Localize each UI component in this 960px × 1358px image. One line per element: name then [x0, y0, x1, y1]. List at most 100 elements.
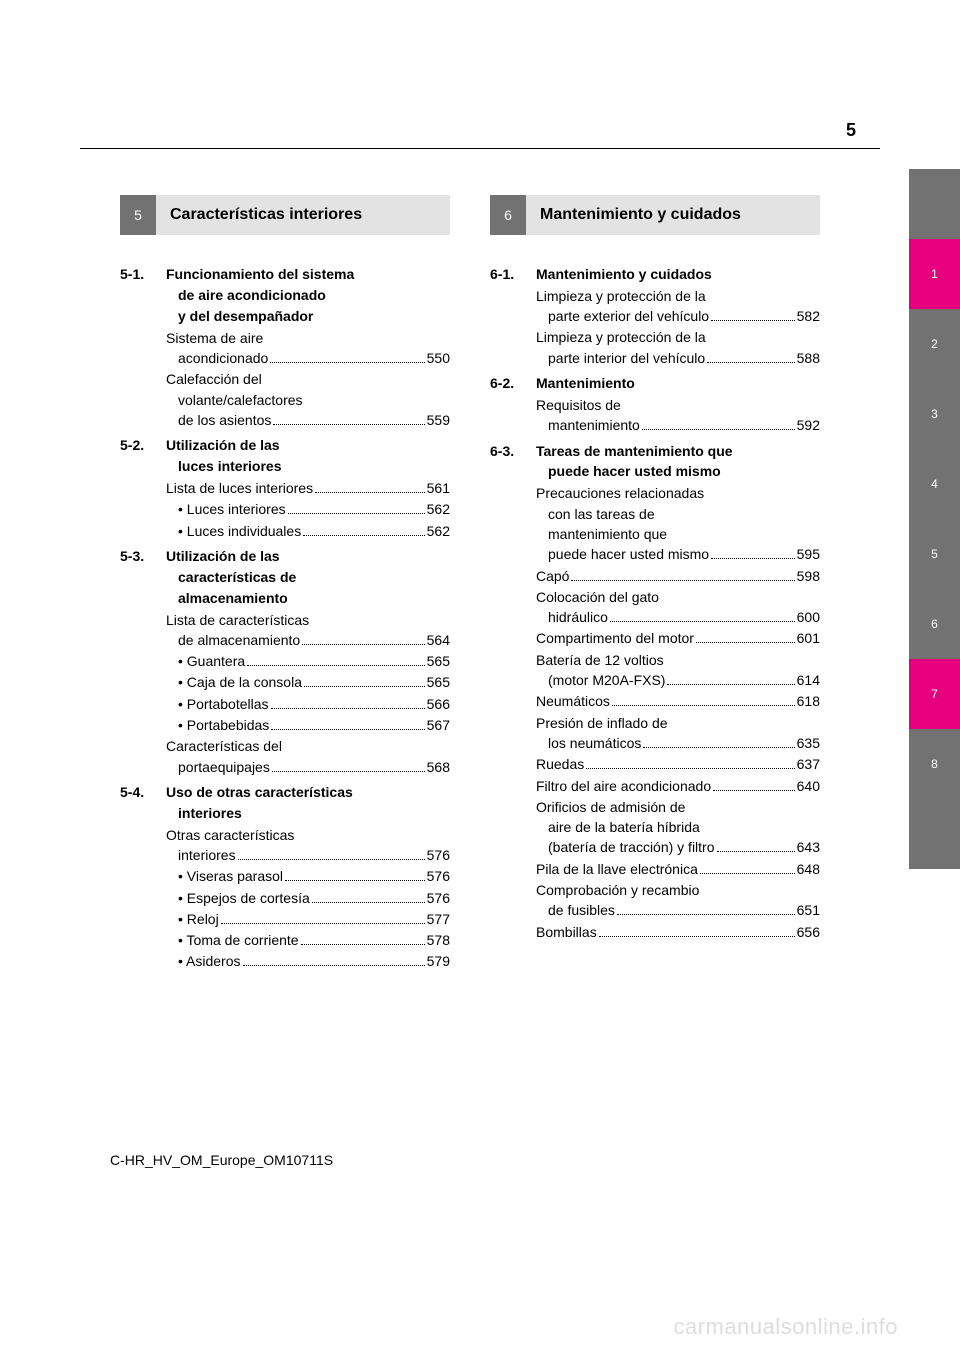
leader-dots — [303, 535, 424, 536]
subsection-heading-line: 5-3.Utilización de las — [120, 547, 450, 566]
toc-entry-page: 579 — [427, 951, 450, 971]
toc-entry: Bombillas656 — [536, 922, 820, 942]
toc-entry-label: Presión de inflado de — [536, 713, 668, 733]
toc-entry: • Portabotellas566 — [166, 694, 450, 714]
toc-entry-label: Lista de luces interiores — [166, 478, 313, 498]
side-tab[interactable] — [909, 169, 960, 239]
subsection-number: 6-1. — [490, 265, 536, 284]
toc-entry-line: portaequipajes568 — [166, 757, 450, 777]
subsection-title: Mantenimiento — [536, 374, 820, 393]
subsection-heading-line: de aire acondicionado — [120, 286, 450, 305]
side-tab[interactable]: 6 — [909, 589, 960, 659]
side-tab[interactable]: 3 — [909, 379, 960, 449]
leader-dots — [612, 705, 795, 706]
leader-dots — [285, 880, 425, 881]
side-tab[interactable]: 8 — [909, 729, 960, 799]
toc-entry-label: • Portabotellas — [166, 694, 269, 714]
toc-entry-label: Lista de características — [166, 610, 309, 630]
toc-entry-line: • Portabotellas566 — [166, 694, 450, 714]
leader-dots — [599, 936, 795, 937]
toc-entry-line: con las tareas de — [536, 504, 820, 524]
toc-entry-label: Orificios de admisión de — [536, 797, 685, 817]
toc-entry-line: Batería de 12 voltios — [536, 650, 820, 670]
toc-entry-page: 576 — [427, 845, 450, 865]
toc-entry-label: Capó — [536, 566, 569, 586]
toc-entry-line: aire de la batería híbrida — [536, 817, 820, 837]
subsection: 5-2.Utilización de lasluces interioresLi… — [120, 436, 450, 541]
toc-entry-page: 550 — [427, 348, 450, 368]
subsection-heading-line: 6-3.Tareas de mantenimiento que — [490, 442, 820, 461]
toc-entry-label: puede hacer usted mismo — [536, 544, 709, 564]
toc-entry-label: (motor M20A-FXS) — [536, 670, 665, 690]
toc-entry-label: • Luces individuales — [166, 521, 301, 541]
subsection-number: 5-1. — [120, 265, 166, 284]
toc-entry-label: mantenimiento que — [536, 524, 667, 544]
toc-entry: • Portabebidas567 — [166, 715, 450, 735]
subsection: 5-1.Funcionamiento del sistema de aire ac… — [120, 265, 450, 430]
leader-dots — [272, 771, 425, 772]
subsection-heading-line: 5-1.Funcionamiento del sistema — [120, 265, 450, 284]
leader-dots — [643, 747, 794, 748]
entries: Precauciones relacionadascon las tareas … — [490, 483, 820, 942]
side-tab[interactable]: 4 — [909, 449, 960, 519]
leader-dots — [707, 362, 794, 363]
subsection-title: Tareas de mantenimiento que — [536, 442, 820, 461]
toc-entry-label: de almacenamiento — [166, 630, 300, 650]
toc-entry: Limpieza y protección de laparte exterio… — [536, 286, 820, 327]
toc-entry-line: • Caja de la consola565 — [166, 672, 450, 692]
toc-entry-line: Bombillas656 — [536, 922, 820, 942]
side-tab[interactable]: 5 — [909, 519, 960, 589]
toc-entry: Batería de 12 voltios(motor M20A-FXS)614 — [536, 650, 820, 691]
toc-entry-label: acondicionado — [166, 348, 268, 368]
toc-entry-line: Requisitos de — [536, 395, 820, 415]
leader-dots — [304, 686, 425, 687]
toc-entry-line: Compartimento del motor601 — [536, 628, 820, 648]
toc-entry-label: Batería de 12 voltios — [536, 650, 664, 670]
leader-dots — [221, 923, 425, 924]
subsection-heading-line: 6-1.Mantenimiento y cuidados — [490, 265, 820, 284]
toc-entry-line: • Luces interiores562 — [166, 499, 450, 519]
subsection-number — [490, 462, 536, 481]
section-header: 5Características interiores — [120, 195, 450, 235]
toc-entry-label: • Toma de corriente — [166, 930, 299, 950]
subsection-number — [120, 286, 166, 305]
entries: Requisitos demantenimiento592 — [490, 395, 820, 436]
toc-entry-label: Limpieza y protección de la — [536, 327, 706, 347]
leader-dots — [273, 424, 424, 425]
section-number: 6 — [490, 195, 526, 235]
footer-code: C-HR_HV_OM_Europe_OM10711S — [110, 1152, 333, 1168]
toc-entry-line: parte exterior del vehículo582 — [536, 306, 820, 326]
side-tab[interactable]: 2 — [909, 309, 960, 379]
toc-entry-page: 576 — [427, 866, 450, 886]
subsection-number — [120, 457, 166, 476]
toc-entry-page: 576 — [427, 888, 450, 908]
subsection-title: interiores — [166, 804, 450, 823]
subsection-number — [120, 589, 166, 608]
toc-entry-page: 643 — [797, 837, 820, 857]
toc-entry-page: 588 — [797, 348, 820, 368]
subsection-heading-line: y del desempañador — [120, 307, 450, 326]
toc-entry-page: 656 — [797, 922, 820, 942]
toc-entry-line: volante/calefactores — [166, 390, 450, 410]
subsection-title: de aire acondicionado — [166, 286, 450, 305]
toc-entry-page: 640 — [797, 776, 820, 796]
toc-entry: • Guantera565 — [166, 651, 450, 671]
toc-entry-line: acondicionado 550 — [166, 348, 450, 368]
toc-entry-page: 648 — [797, 859, 820, 879]
toc-entry: Pila de la llave electrónica 648 — [536, 859, 820, 879]
side-tab[interactable] — [909, 799, 960, 869]
toc-entry: • Luces interiores562 — [166, 499, 450, 519]
side-tabs: 12345678 — [909, 169, 960, 869]
toc-entry-line: Limpieza y protección de la — [536, 286, 820, 306]
page: 5 5Características interiores 5-1.Funcion… — [0, 0, 960, 1358]
leader-dots — [312, 902, 425, 903]
toc-entry-label: mantenimiento — [536, 415, 640, 435]
toc-entry-line: los neumáticos635 — [536, 733, 820, 753]
side-tab[interactable]: 1 — [909, 239, 960, 309]
side-tab[interactable]: 7 — [909, 659, 960, 729]
toc-entry: Presión de inflado delos neumáticos635 — [536, 713, 820, 754]
leader-dots — [247, 665, 424, 666]
toc-entry-label: Pila de la llave electrónica — [536, 859, 698, 879]
toc-entry: Compartimento del motor601 — [536, 628, 820, 648]
leader-dots — [302, 644, 424, 645]
